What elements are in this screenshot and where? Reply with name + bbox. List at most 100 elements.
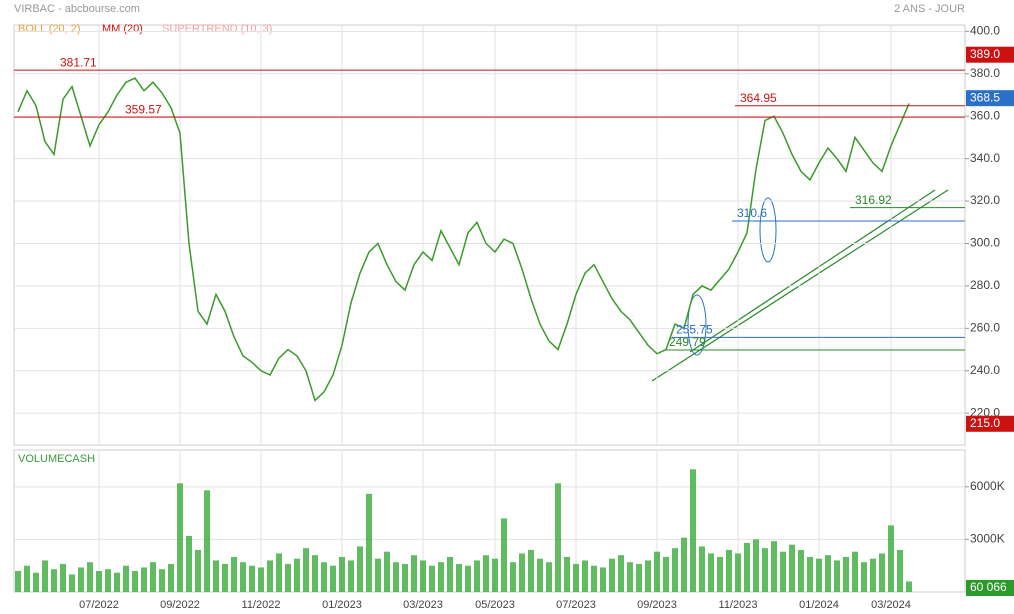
volume-bar — [456, 563, 462, 592]
price-badge-label: 60 066 — [970, 580, 1007, 594]
volume-bar — [546, 562, 552, 592]
y-tick-label: 3000K — [970, 532, 1005, 546]
volume-bar — [654, 551, 660, 592]
volume-bar — [114, 572, 120, 592]
volume-bar — [384, 551, 390, 592]
volume-bar — [753, 539, 759, 592]
volume-bar — [429, 565, 435, 592]
volume-bar — [393, 562, 399, 592]
volume-bar — [555, 483, 561, 592]
volume-bar — [645, 560, 651, 592]
legend-item: SUPERTREND (10, 3) — [162, 23, 272, 35]
volume-bar — [357, 546, 363, 592]
volume-bar — [681, 537, 687, 592]
volume-bar — [267, 560, 273, 592]
volume-bar — [213, 560, 219, 592]
volume-bar — [339, 556, 345, 592]
y-tick-label: 240.0 — [970, 363, 1000, 377]
volume-bar — [465, 565, 471, 592]
price-badge — [966, 46, 1014, 63]
volume-bar — [501, 518, 507, 592]
volume-bar — [123, 565, 129, 592]
price-line — [17, 77, 910, 402]
volume-bar — [708, 553, 714, 592]
volume-bar — [744, 542, 750, 592]
y-tick-label: 300.0 — [970, 236, 1000, 250]
volume-bar — [789, 544, 795, 592]
volume-bar — [51, 569, 57, 592]
volume-bar — [330, 565, 336, 592]
volume-bar — [834, 560, 840, 592]
volume-bar — [195, 549, 201, 592]
ellipse — [687, 294, 707, 356]
volume-bar — [627, 562, 633, 592]
volume-bar — [15, 570, 21, 592]
volume-bar — [42, 560, 48, 592]
volume-bar — [798, 549, 804, 592]
price-panel — [13, 24, 966, 446]
price-badge-label: 368.5 — [970, 90, 1000, 104]
volume-bar — [582, 560, 588, 592]
ellipse — [759, 197, 777, 263]
volume-bar — [33, 572, 39, 592]
level-label: 255.75 — [676, 323, 713, 337]
x-tick-label: 07/2022 — [79, 599, 119, 611]
volume-bar — [132, 570, 138, 592]
volume-bar — [348, 560, 354, 592]
volume-bar — [312, 555, 318, 592]
x-tick-label: 01/2023 — [322, 599, 362, 611]
volume-bar — [609, 558, 615, 592]
volume-bar — [861, 562, 867, 592]
volume-bar — [96, 570, 102, 592]
volume-bar — [240, 562, 246, 592]
volume-bar — [420, 560, 426, 592]
price-badge-label: 389.0 — [970, 47, 1000, 61]
panel-title: VOLUMECASH — [18, 453, 95, 465]
volume-bar — [717, 556, 723, 592]
level-label: 310.6 — [737, 206, 767, 220]
volume-bar — [105, 569, 111, 592]
volume-bar — [447, 556, 453, 592]
volume-bar — [249, 565, 255, 592]
volume-bar — [600, 567, 606, 592]
volume-bar — [888, 525, 894, 592]
level-label: 316.92 — [855, 193, 892, 207]
volume-bar — [780, 551, 786, 592]
volume-bar — [879, 553, 885, 592]
volume-bar — [825, 555, 831, 592]
x-tick-label: 07/2023 — [556, 599, 596, 611]
period: 2 ANS - JOUR — [894, 3, 965, 15]
y-tick-label: 320.0 — [970, 193, 1000, 207]
x-tick-label: 05/2023 — [475, 599, 515, 611]
volume-bar — [690, 469, 696, 592]
volume-bar — [303, 548, 309, 592]
level-label: 381.71 — [60, 55, 97, 69]
volume-bar — [483, 555, 489, 592]
y-tick-label: 6000K — [970, 479, 1005, 493]
level-label: 364.95 — [740, 91, 777, 105]
level-label: 249.79 — [669, 335, 706, 349]
volume-bar — [852, 551, 858, 592]
volume-bar — [276, 553, 282, 592]
x-tick-label: 01/2024 — [799, 599, 839, 611]
volume-bar — [258, 567, 264, 592]
volume-bar — [573, 563, 579, 592]
volume-bar — [492, 558, 498, 592]
volume-bar — [906, 581, 912, 592]
volume-bar — [78, 567, 84, 592]
price-badge — [966, 415, 1014, 432]
volume-bar — [285, 563, 291, 592]
volume-bar — [186, 535, 192, 592]
volume-bar — [726, 549, 732, 592]
volume-bar — [177, 483, 183, 592]
volume-bar — [402, 563, 408, 592]
price-badge — [966, 580, 1014, 596]
x-tick-label: 09/2023 — [637, 599, 677, 611]
chart-title: VIRBAC - abcbourse.com — [14, 3, 140, 15]
x-tick-label: 11/2022 — [242, 599, 281, 611]
volume-bar — [24, 565, 30, 592]
x-tick-label: 03/2023 — [403, 599, 443, 611]
y-tick-label: 260.0 — [970, 321, 1000, 335]
price-badge — [966, 90, 1014, 107]
trend-line — [689, 189, 936, 353]
